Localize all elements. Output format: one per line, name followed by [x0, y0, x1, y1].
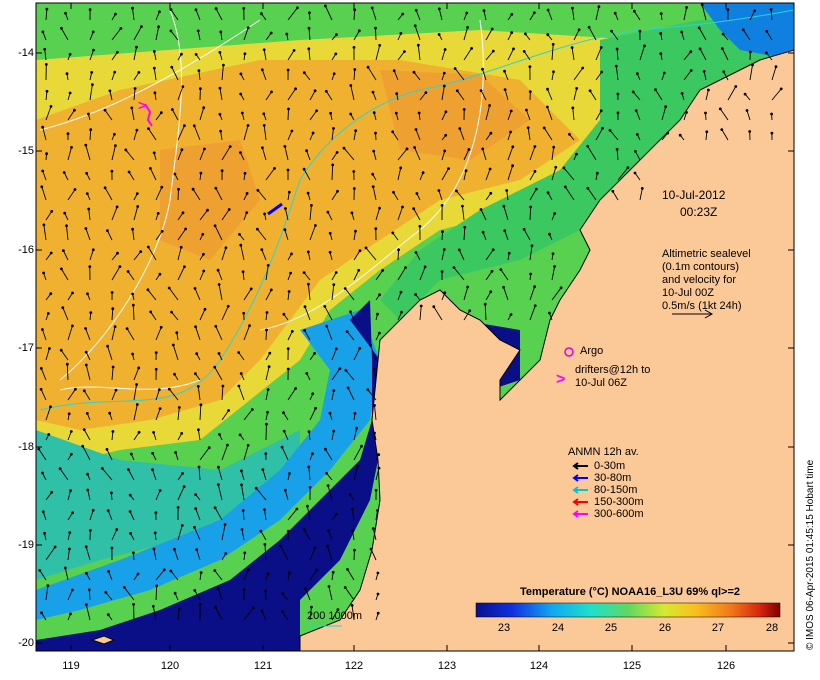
anmn-legend-label: 300-600m [594, 508, 644, 520]
depth-scale-label: 200 1000m [307, 610, 363, 622]
y-tick-label: -20 [18, 637, 34, 649]
drifter-chevron-1: > [138, 97, 146, 113]
x-tick-label: 126 [716, 660, 736, 672]
altimetry-note-3: and velocity for [662, 274, 736, 286]
drifters-label-2: 10-Jul 06Z [575, 377, 627, 389]
credit-text: © IMOS 06-Apr-2015 01:45:15 Hobart time [805, 459, 816, 650]
drifters-label-1: drifters@12h to [575, 364, 651, 376]
land-island [90, 635, 116, 645]
altimetry-note-2: (0.1m contours) [662, 261, 740, 273]
colorbar-title: Temperature (°C) NOAA16_L3U 69% ql>=2 [520, 586, 740, 598]
bathy-contour [39, 9, 794, 411]
y-tick-label: -16 [18, 244, 34, 256]
y-tick-label: -15 [18, 145, 34, 157]
x-tick-label: 124 [529, 660, 549, 672]
sst-warm-patch [380, 70, 530, 160]
argo-marker-icon [564, 347, 574, 357]
x-tick-label: 120 [160, 660, 180, 672]
altimetry-note-4: 10-Jul 00Z [662, 287, 714, 299]
sst-deep-blue-coast [36, 300, 380, 651]
anmn-legend-row: 150-300m [572, 496, 644, 508]
colorbar-tick: 27 [711, 622, 725, 634]
y-tick-label: -17 [18, 342, 34, 354]
y-tick-label: -14 [18, 47, 34, 59]
x-tick-label: 122 [344, 660, 364, 672]
sst-green-north [380, 20, 794, 320]
x-tick-label: 121 [253, 660, 273, 672]
colorbar-tick: 23 [497, 622, 511, 634]
argo-label: Argo [580, 345, 604, 357]
y-tick-label: -19 [18, 539, 34, 551]
land-mainland [299, 49, 794, 651]
arrow-left-icon [572, 473, 590, 483]
drifter-track [144, 103, 153, 127]
map-layers [36, 3, 794, 651]
colorbar-tick: 28 [765, 622, 779, 634]
anmn-legend-label: 30-80m [594, 472, 632, 484]
arrow-left-icon [572, 509, 590, 519]
sealevel-contour-1 [39, 9, 484, 391]
drifter-marker-icon: > [556, 371, 565, 388]
anmn-legend-row: 80-150m [572, 484, 637, 496]
altimetry-note-5: 0.5m/s (1kt 24h) [662, 300, 742, 312]
altimetry-note-1: Altimetric sealevel [662, 248, 751, 260]
colorbar-tick: 24 [551, 622, 565, 634]
x-tick-label: 123 [437, 660, 457, 672]
axis-ticks [36, 3, 794, 651]
anmn-legend-row: 300-600m [572, 508, 644, 520]
arrow-left-icon [572, 497, 590, 507]
x-tick-label: 119 [62, 660, 80, 672]
x-tick-label: 125 [622, 660, 642, 672]
anmn-legend-label: 80-150m [594, 484, 638, 496]
velocity-scale-arrow-icon [672, 309, 714, 319]
anmn-mooring-marker [267, 202, 283, 216]
drifter-markers: > [138, 97, 283, 216]
colorbar [475, 602, 781, 618]
contour-lines [39, 9, 794, 411]
date-label: 10-Jul-2012 [662, 188, 726, 202]
time-label: 00:23Z [680, 205, 718, 219]
sst-cyan-coast [36, 310, 380, 620]
anmn-legend-label: 150-300m [594, 496, 644, 508]
arrow-left-icon [572, 485, 590, 495]
velocity-arrows [37, 3, 783, 621]
sst-blue-north [700, 3, 794, 60]
anmn-legend-title: ANMN 12h av. [568, 446, 639, 458]
colorbar-tick: 26 [658, 622, 672, 634]
arrow-left-icon [572, 461, 590, 471]
anmn-legend-row: 30-80m [572, 472, 631, 484]
y-tick-label: -18 [18, 441, 34, 453]
plot-frame [35, 2, 795, 652]
anmn-legend-label: 0-30m [594, 460, 626, 472]
colorbar-tick: 25 [604, 622, 618, 634]
anmn-legend-row: 0-30m [572, 460, 625, 472]
